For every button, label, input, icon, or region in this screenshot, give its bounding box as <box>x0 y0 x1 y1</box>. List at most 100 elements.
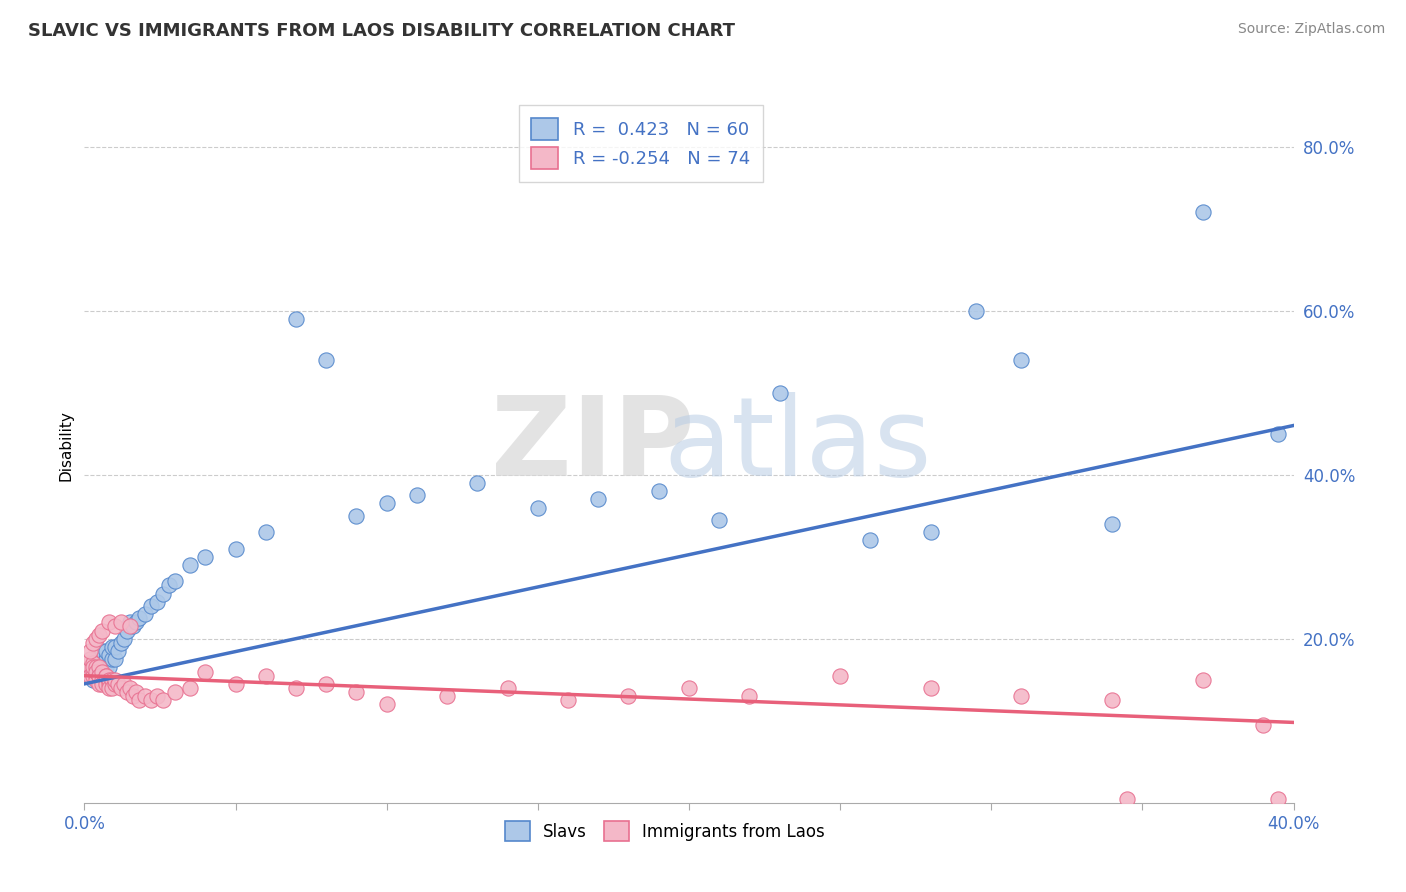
Point <box>76 665 98 679</box>
Point <box>97 660 120 674</box>
Point <box>254 668 277 682</box>
Text: Source: ZipAtlas.com: Source: ZipAtlas.com <box>1237 22 1385 37</box>
Point <box>94 677 117 691</box>
Point <box>121 689 143 703</box>
Point <box>152 587 174 601</box>
Point <box>82 673 104 687</box>
Point <box>82 660 104 674</box>
Point <box>91 677 114 691</box>
Point <box>194 665 217 679</box>
Point <box>82 657 104 671</box>
Point <box>104 640 127 654</box>
Point <box>100 652 122 666</box>
Point <box>97 681 120 695</box>
Point <box>1267 791 1289 805</box>
Point <box>100 681 122 695</box>
Point <box>82 665 104 679</box>
Point <box>194 549 217 564</box>
Point <box>285 681 308 695</box>
Point <box>139 693 162 707</box>
Point <box>94 668 117 682</box>
Point <box>118 619 141 633</box>
Point <box>86 660 108 674</box>
Point <box>89 652 111 666</box>
Point <box>1101 693 1123 707</box>
Point <box>79 652 101 666</box>
Point <box>146 595 169 609</box>
Point <box>830 668 852 682</box>
Point <box>94 660 117 674</box>
Point <box>859 533 882 548</box>
Point <box>112 632 135 646</box>
Point <box>118 615 141 630</box>
Point <box>588 492 610 507</box>
Point <box>91 665 114 679</box>
Point <box>89 668 111 682</box>
Text: ZIP: ZIP <box>491 392 695 500</box>
Point <box>115 685 138 699</box>
Point <box>1011 352 1033 367</box>
Point <box>254 525 277 540</box>
Point <box>1267 426 1289 441</box>
Point <box>496 681 519 695</box>
Point <box>436 689 458 703</box>
Point <box>89 627 111 641</box>
Point <box>110 681 132 695</box>
Point <box>1116 791 1139 805</box>
Point <box>121 619 143 633</box>
Point <box>315 352 337 367</box>
Point <box>157 578 180 592</box>
Point <box>115 624 138 638</box>
Point <box>91 624 114 638</box>
Point <box>375 496 398 510</box>
Point <box>86 660 108 674</box>
Point <box>139 599 162 613</box>
Point <box>89 668 111 682</box>
Point <box>89 677 111 691</box>
Point <box>165 685 187 699</box>
Legend: Slavs, Immigrants from Laos: Slavs, Immigrants from Laos <box>498 814 831 848</box>
Point <box>179 558 201 572</box>
Point <box>89 668 111 682</box>
Point <box>1192 673 1215 687</box>
Point <box>165 574 187 589</box>
Point <box>648 484 671 499</box>
Point <box>107 677 129 691</box>
Y-axis label: Disability: Disability <box>58 410 73 482</box>
Point <box>112 677 135 691</box>
Point <box>86 632 108 646</box>
Point <box>76 668 98 682</box>
Point <box>97 615 120 630</box>
Point <box>965 303 987 318</box>
Point <box>375 698 398 712</box>
Point <box>97 673 120 687</box>
Point <box>315 677 337 691</box>
Point <box>346 508 368 523</box>
Point <box>104 673 127 687</box>
Point <box>79 668 101 682</box>
Point <box>128 611 150 625</box>
Text: SLAVIC VS IMMIGRANTS FROM LAOS DISABILITY CORRELATION CHART: SLAVIC VS IMMIGRANTS FROM LAOS DISABILIT… <box>28 22 735 40</box>
Point <box>134 689 156 703</box>
Point <box>1101 516 1123 531</box>
Point <box>1192 205 1215 219</box>
Point <box>82 668 104 682</box>
Point <box>678 681 700 695</box>
Point <box>738 689 761 703</box>
Point <box>557 693 579 707</box>
Point <box>346 685 368 699</box>
Point <box>82 657 104 671</box>
Point <box>91 665 114 679</box>
Point <box>86 668 108 682</box>
Point <box>104 619 127 633</box>
Point <box>920 681 942 695</box>
Point <box>97 648 120 662</box>
Point <box>104 677 127 691</box>
Point <box>118 681 141 695</box>
Point <box>285 311 308 326</box>
Point <box>91 644 114 658</box>
Point <box>179 681 201 695</box>
Point <box>146 689 169 703</box>
Point <box>110 615 132 630</box>
Point <box>86 668 108 682</box>
